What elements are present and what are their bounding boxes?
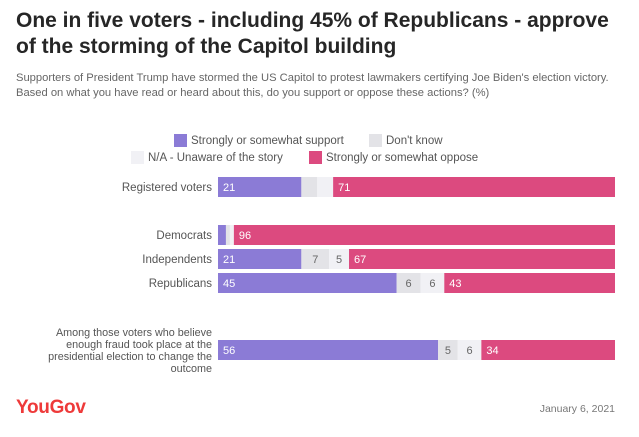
legend-item: Strongly or somewhat oppose bbox=[309, 151, 478, 164]
bar-value-label: 56 bbox=[223, 345, 235, 357]
chart-legend: Strongly or somewhat support Don't know N/… bbox=[0, 0, 639, 170]
bar-value-label: 34 bbox=[486, 345, 498, 357]
bar-segment bbox=[457, 340, 482, 360]
chart-subtitle: Supporters of President Trump have storm… bbox=[16, 72, 609, 99]
legend-swatch bbox=[131, 151, 144, 164]
bar-value-label: 6 bbox=[405, 278, 411, 290]
bar-value-label: 96 bbox=[239, 230, 251, 242]
legend-label: Strongly or somewhat oppose bbox=[326, 151, 479, 164]
legend-swatch bbox=[369, 134, 382, 147]
bar-value-label: 5 bbox=[336, 254, 342, 266]
bar-value-label: 21 bbox=[223, 182, 235, 194]
category-label: Republicans bbox=[149, 278, 213, 290]
bar-segment bbox=[301, 177, 318, 197]
bar-segment bbox=[218, 340, 439, 360]
bar-value-label: 21 bbox=[223, 254, 235, 266]
bar-segment bbox=[444, 273, 615, 293]
legend-item: Don't know bbox=[369, 134, 443, 147]
bar-segment bbox=[301, 249, 330, 269]
bar-segment bbox=[317, 177, 334, 197]
bar-segment bbox=[218, 225, 226, 245]
bar-value-label: 45 bbox=[223, 278, 235, 290]
legend-label: Strongly or somewhat support bbox=[191, 134, 344, 147]
bar-segment bbox=[218, 273, 397, 293]
legend-swatch bbox=[309, 151, 322, 164]
legend-item: Strongly or somewhat support bbox=[174, 134, 344, 147]
category-label: Among those voters who believe enough fra… bbox=[48, 327, 212, 375]
bar-segment bbox=[233, 225, 615, 245]
bar-segment bbox=[349, 249, 615, 269]
bar-segment bbox=[396, 273, 421, 293]
category-label: Democrats bbox=[156, 230, 212, 242]
yougov-logo: YouGov bbox=[16, 397, 86, 418]
bar-segment bbox=[438, 340, 458, 360]
bar-value-label: 6 bbox=[429, 278, 435, 290]
legend-item: N/A - Unaware of the story bbox=[131, 151, 283, 164]
bar-segment bbox=[333, 177, 615, 197]
bar-value-label: 5 bbox=[445, 345, 451, 357]
bar-value-label: 67 bbox=[354, 254, 366, 266]
category-label: Independents bbox=[142, 254, 212, 266]
bar-segment bbox=[218, 177, 302, 197]
bar-value-label: 7 bbox=[312, 254, 318, 266]
category-label: Registered voters bbox=[122, 182, 212, 194]
bar-segment bbox=[225, 225, 230, 245]
bar-value-label: 6 bbox=[466, 345, 472, 357]
legend-label: Don't know bbox=[386, 134, 443, 147]
bar-segment bbox=[420, 273, 445, 293]
legend-swatch bbox=[174, 134, 187, 147]
bar-value-label: 43 bbox=[449, 278, 461, 290]
legend-label: N/A - Unaware of the story bbox=[148, 151, 283, 164]
bar-segment bbox=[218, 249, 302, 269]
bar-segment bbox=[481, 340, 615, 360]
bar-segment bbox=[229, 225, 234, 245]
bar-value-label: 71 bbox=[338, 182, 350, 194]
publish-date: January 6, 2021 bbox=[539, 403, 615, 415]
bar-segment bbox=[329, 249, 350, 269]
chart-title: One in five voters - including 45% of Re… bbox=[16, 9, 609, 58]
